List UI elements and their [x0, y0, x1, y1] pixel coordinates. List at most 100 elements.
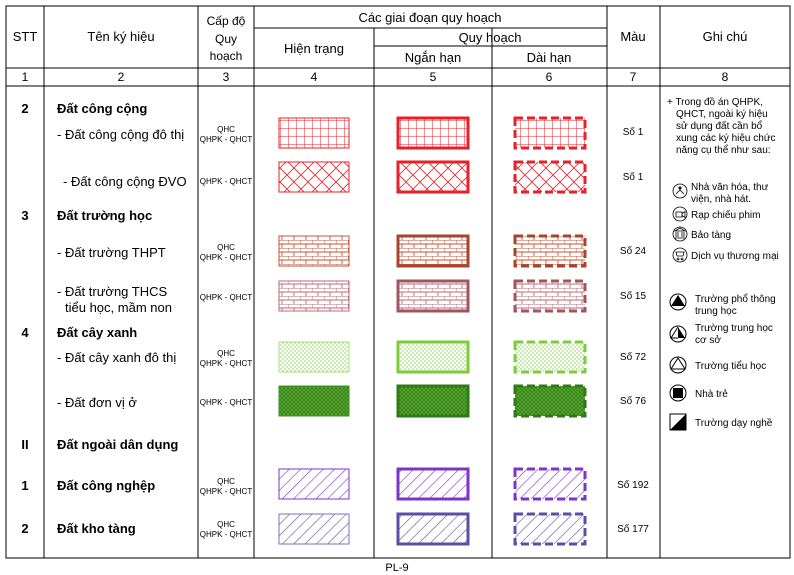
middle-school-icon — [669, 325, 687, 343]
swatch-short-term — [396, 512, 470, 546]
table-row: 2 Đất kho tàng QHC QHPK - QHCT Số 177 — [21, 512, 649, 546]
header-level-1: Cấp độ — [207, 14, 246, 28]
note-text: Trường phổ thông — [695, 293, 776, 305]
row-name: - Đất đơn vị ở — [57, 395, 137, 410]
row-level: QHPK - QHCT — [200, 293, 253, 302]
col-number: 1 — [22, 70, 29, 84]
row-level: QHPK - QHCT — [200, 135, 253, 144]
row-level: QHC — [217, 520, 235, 529]
header-short-term: Ngắn hạn — [405, 50, 461, 65]
note-item: Rạp chiếu phim — [672, 206, 760, 222]
row-level: QHC — [217, 477, 235, 486]
notes-intro: + Trong đồ án QHPK, QHCT, ngoài ký hiệu … — [667, 96, 776, 156]
row-level: QHPK - QHCT — [200, 253, 253, 262]
vocational-school-icon — [669, 413, 687, 431]
header-stages: Các giai đoạn quy hoạch — [358, 10, 501, 25]
header-long-term: Dài hạn — [527, 50, 572, 65]
table-row: 1 Đất công nghệp QHC QHPK - QHCT Số 192 — [21, 467, 649, 501]
row-color: Số 76 — [620, 395, 647, 407]
note-text: trung học — [695, 306, 737, 317]
row-stt: II — [21, 437, 28, 452]
row-level: QHPK - QHCT — [200, 177, 253, 186]
header-stt: STT — [13, 29, 38, 44]
swatch-current — [278, 385, 350, 417]
row-name: Đất ngoài dân dụng — [57, 437, 178, 452]
row-color: Số 72 — [620, 351, 647, 363]
swatch-current — [278, 280, 350, 312]
row-stt: 1 — [21, 478, 28, 493]
primary-school-icon — [669, 356, 687, 374]
high-school-icon — [669, 293, 687, 311]
table-row: 2 Đất công cộng — [21, 101, 147, 116]
note-item: Dịch vụ thương mại — [672, 247, 779, 263]
row-level: QHC — [217, 125, 235, 134]
commerce-icon — [672, 247, 688, 263]
swatch-long-term — [513, 467, 587, 501]
row-name: Đất trường học — [57, 208, 152, 223]
museum-icon — [672, 226, 688, 242]
theater-icon — [672, 183, 688, 199]
row-name: - Đất công cộng đô thị — [57, 127, 184, 142]
table-row: - Đất đơn vị ở QHPK - QHCT Số 76 — [57, 384, 647, 418]
col-number: 2 — [118, 70, 125, 84]
page-number: PL-9 — [385, 562, 408, 574]
table-row: - Đất công cộng đô thị QHC QHPK - QHCT S… — [57, 116, 644, 150]
row-name: Đất kho tàng — [57, 521, 136, 536]
notes-line: sử dụng đất cần bổ — [676, 120, 763, 132]
note-text: Trường trung học — [695, 323, 773, 334]
swatch-long-term — [513, 279, 587, 313]
header-notes: Ghi chú — [703, 29, 748, 44]
swatch-long-term — [513, 384, 587, 418]
note-item: Trường trung học cơ sở — [669, 323, 773, 346]
row-stt: 4 — [21, 325, 29, 340]
notes-line: + Trong đồ án QHPK, — [667, 96, 763, 108]
swatch-short-term — [396, 467, 470, 501]
row-name: - Đất trường THPT — [57, 245, 166, 260]
swatch-short-term — [396, 279, 470, 313]
header-level-3: hoạch — [210, 49, 243, 63]
row-name: - Đất cây xanh đô thị — [57, 350, 176, 365]
row-level: QHPK - QHCT — [200, 530, 253, 539]
note-text: Trường dạy nghề — [695, 417, 773, 429]
swatch-current — [278, 341, 350, 373]
header-current: Hiện trạng — [284, 41, 344, 56]
swatch-current — [278, 468, 350, 500]
table-grid — [5, 5, 791, 559]
swatch-current — [278, 161, 350, 193]
swatch-short-term — [396, 160, 470, 194]
column-numbers: 1 2 3 4 5 6 7 8 — [22, 70, 729, 84]
row-name: Đất công cộng — [57, 101, 147, 116]
header-color: Màu — [620, 29, 645, 44]
note-text: Rạp chiếu phim — [691, 209, 760, 221]
row-stt: 3 — [21, 208, 28, 223]
note-text: Nhà trẻ — [695, 389, 728, 400]
header-level-2: Quy — [215, 32, 237, 46]
row-color: Số 1 — [623, 171, 644, 183]
row-name: - Đất trường THCS — [57, 284, 168, 299]
col-number: 7 — [630, 70, 637, 84]
col-number: 8 — [722, 70, 729, 84]
swatch-current — [278, 513, 350, 545]
row-name: Đất cây xanh — [57, 325, 137, 340]
notes-line: năng cụ thể như sau: — [676, 144, 771, 156]
col-number: 4 — [311, 70, 318, 84]
row-color: Số 15 — [620, 290, 647, 302]
note-item: Trường dạy nghề — [669, 413, 773, 431]
header-name: Tên ký hiệu — [87, 29, 154, 44]
note-item: Trường phổ thông trung học — [669, 293, 776, 317]
note-item: Bảo tàng — [672, 226, 731, 242]
row-level: QHC — [217, 349, 235, 358]
table-row: 3 Đất trường học — [21, 208, 152, 223]
note-text: Trường tiểu học — [695, 360, 766, 372]
col-number: 6 — [546, 70, 553, 84]
note-item: Nhà văn hóa, thư viện, nhà hát. — [672, 182, 769, 205]
table-row: II Đất ngoài dân dụng — [21, 437, 178, 452]
col-number: 3 — [223, 70, 230, 84]
table-row: 4 Đất cây xanh — [21, 325, 137, 340]
note-text: Bảo tàng — [691, 230, 731, 241]
header-planning: Quy hoạch — [459, 30, 522, 45]
swatch-long-term — [513, 512, 587, 546]
swatch-long-term — [513, 160, 587, 194]
row-level: QHC — [217, 243, 235, 252]
